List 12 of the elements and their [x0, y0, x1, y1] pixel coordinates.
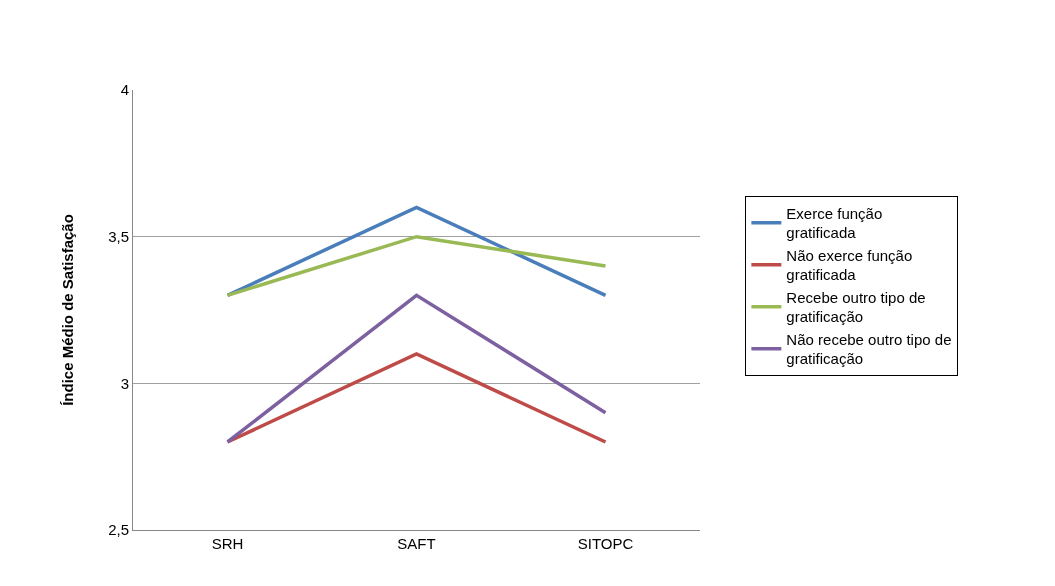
y-tick-label: 4 [120, 81, 129, 99]
x-tick-label: SITOPC [577, 535, 634, 552]
x-tick-label: SRH [211, 535, 244, 552]
y-tick-label: 3 [120, 374, 129, 392]
y-axis-title: Índice Médio de Satisfação [59, 214, 77, 406]
legend-label: Não exerce função gratificada [786, 246, 913, 284]
legend-label: Recebe outro tipo de gratificação [786, 288, 926, 326]
x-tick-label: SAFT [397, 535, 436, 552]
legend-label: Exerce função gratificada [786, 204, 883, 242]
y-tick-label: 3,5 [108, 227, 129, 245]
y-tick-label: 2,5 [108, 521, 129, 539]
legend-label: Não recebe outro tipo de gratificação [786, 330, 952, 368]
